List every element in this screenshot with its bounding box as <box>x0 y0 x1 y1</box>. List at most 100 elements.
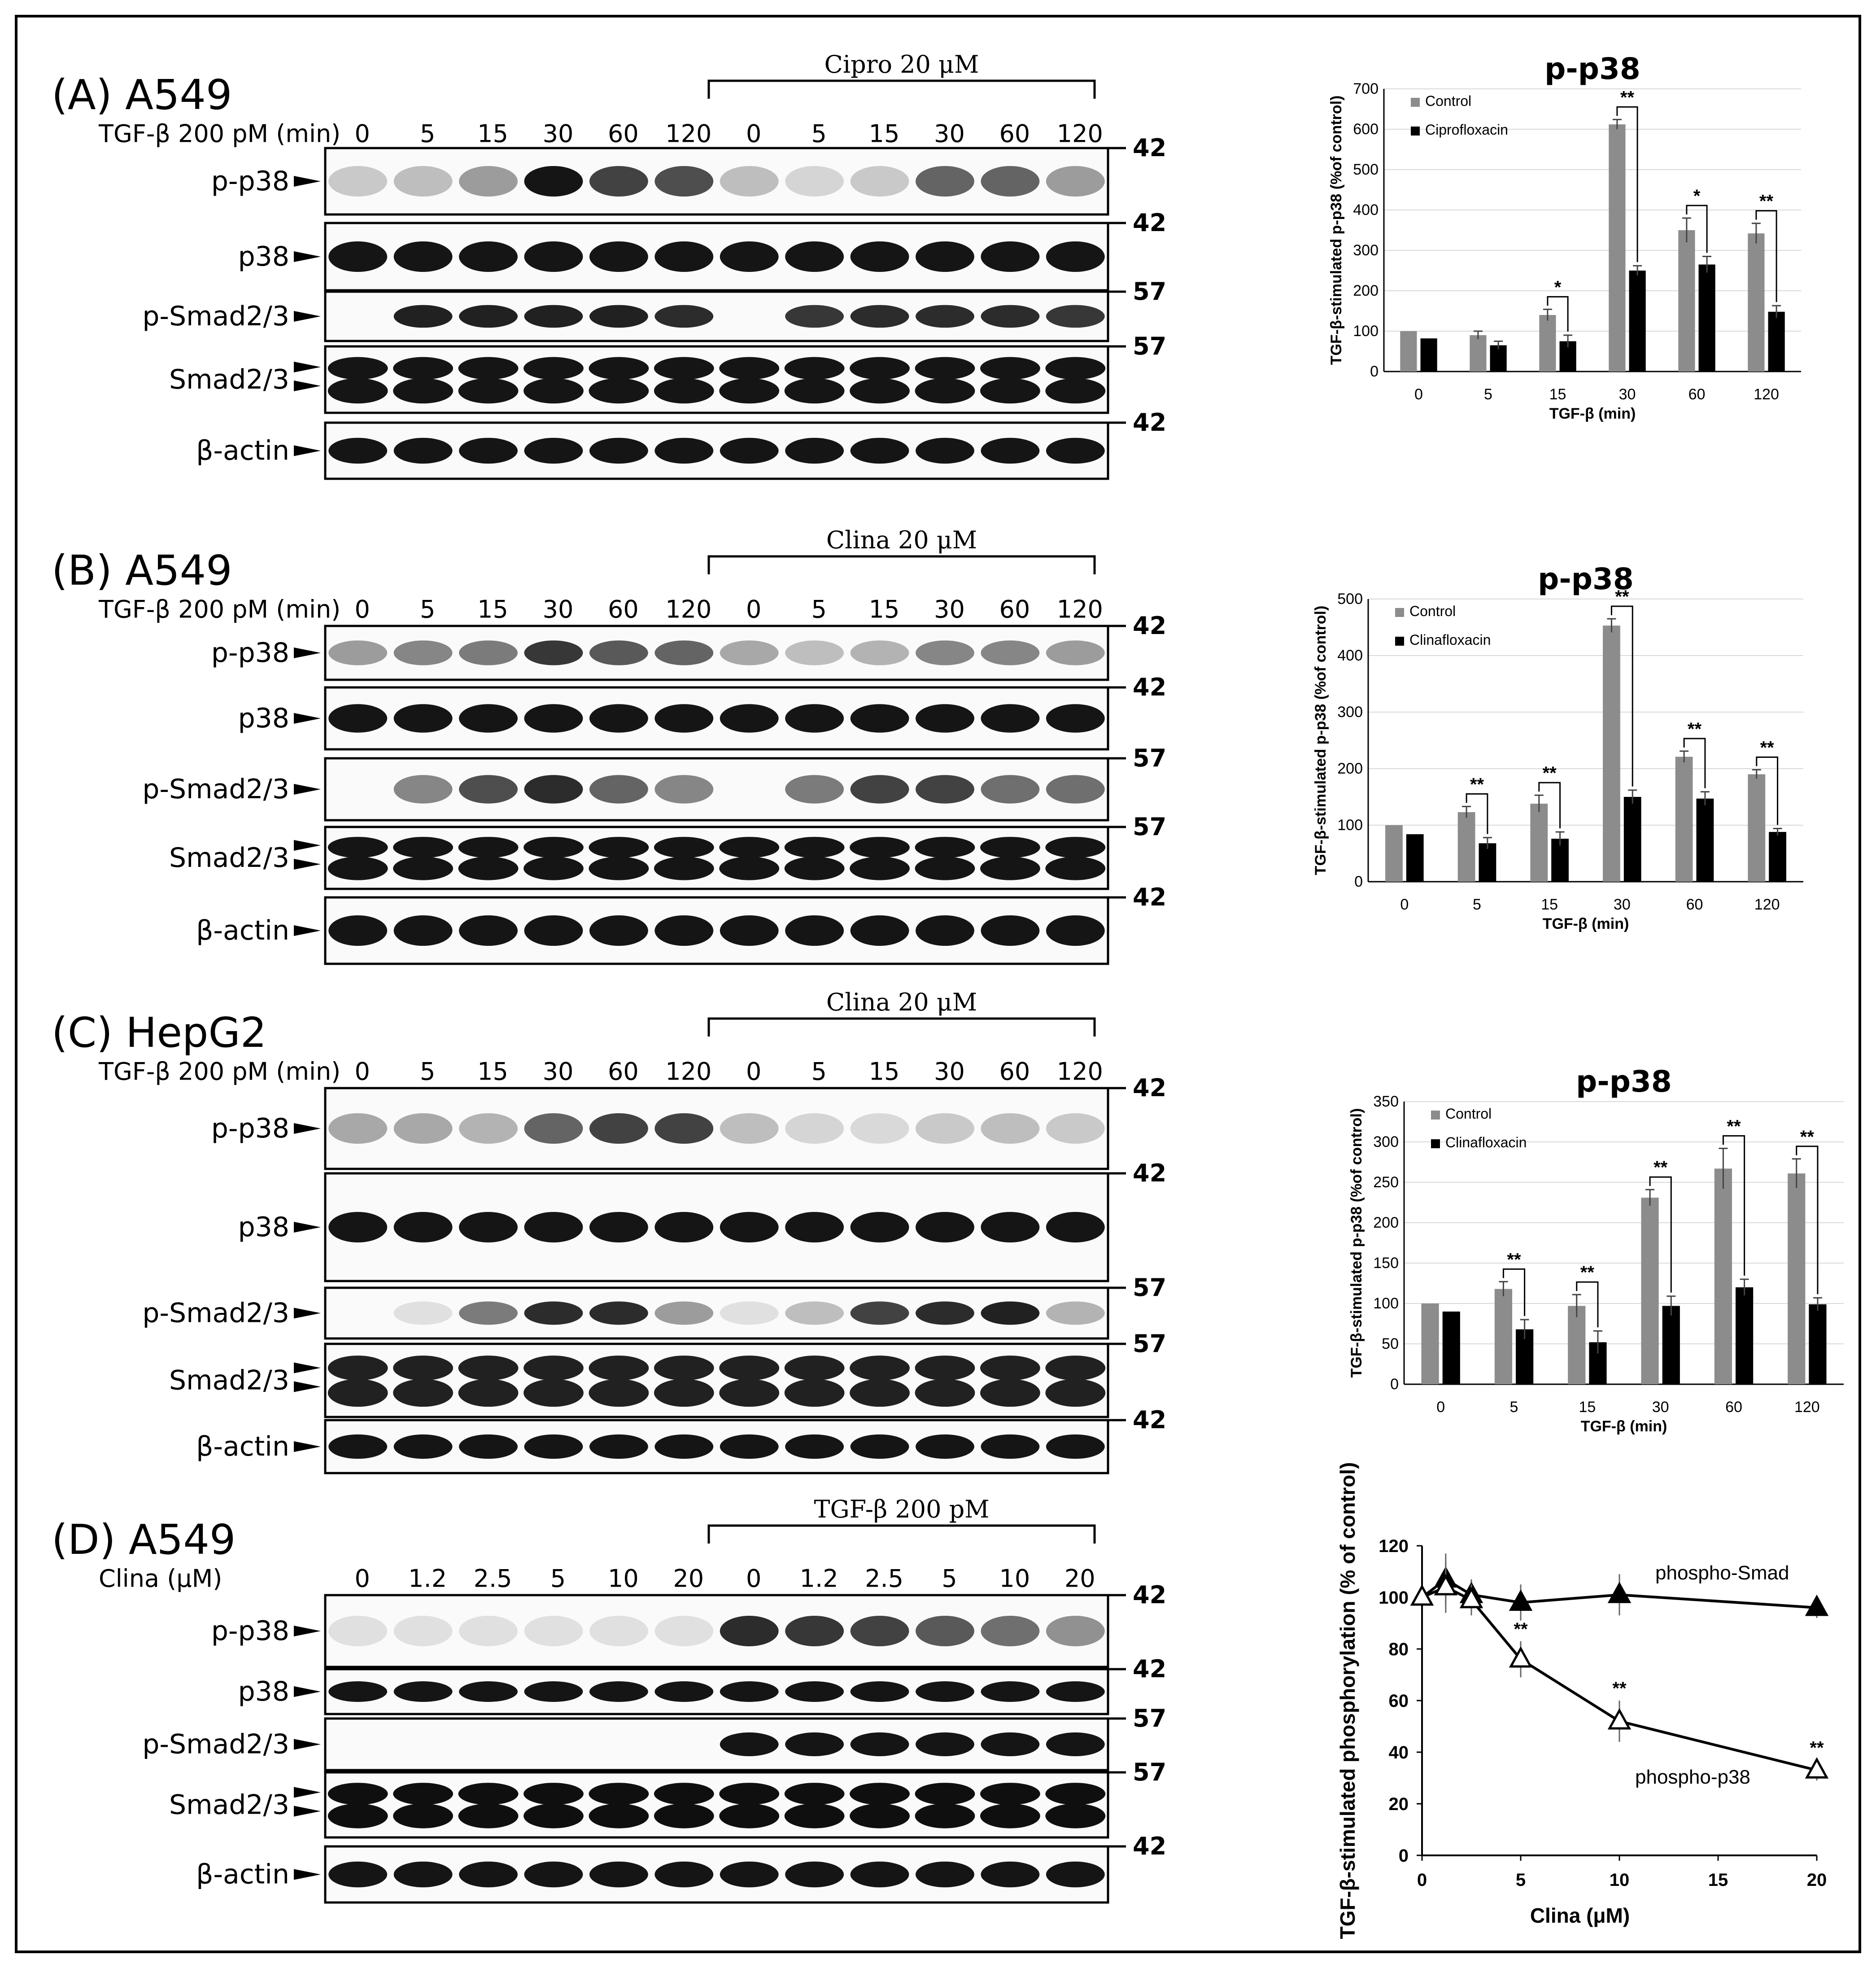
mw-marker: 42 <box>1133 883 1166 911</box>
lane-label: 15 <box>869 120 900 148</box>
blot-frame <box>324 1845 1109 1904</box>
bar <box>1494 1289 1512 1384</box>
band <box>589 1113 648 1144</box>
band <box>981 1616 1040 1646</box>
band <box>981 241 1040 272</box>
lane-label: 0 <box>746 1058 761 1086</box>
blot-frame <box>324 421 1109 480</box>
blot-frame <box>324 625 1109 681</box>
blot-row: p-Smad2/3 57 <box>142 277 1166 342</box>
significance-marker: ** <box>1688 719 1702 739</box>
band <box>524 437 583 464</box>
series-label: phospho-Smad <box>1655 1562 1789 1584</box>
band <box>981 1732 1040 1756</box>
data-point <box>1805 1594 1829 1616</box>
y-tick-label: 350 <box>1373 1093 1399 1110</box>
row-header: TGF-β 200 pM (min) <box>98 595 340 624</box>
mw-marker: 42 <box>1133 408 1166 437</box>
band <box>1045 357 1106 380</box>
lane-label: 0 <box>355 120 370 148</box>
bar <box>1568 1306 1586 1384</box>
blot-label: β-actin <box>196 1431 289 1462</box>
band <box>458 378 519 404</box>
band <box>393 1113 453 1144</box>
data-point <box>1607 1582 1632 1603</box>
band <box>589 1212 648 1242</box>
band <box>654 704 714 733</box>
band <box>459 775 518 804</box>
lane-label: 120 <box>1057 1058 1103 1086</box>
mw-marker: 42 <box>1133 209 1166 237</box>
arrow-marker <box>294 1626 321 1636</box>
band <box>589 704 648 733</box>
band <box>393 837 454 858</box>
band <box>458 1356 519 1381</box>
band <box>393 1861 453 1888</box>
band <box>916 1616 974 1646</box>
lane-label: 0 <box>355 595 370 624</box>
band <box>1046 1301 1105 1325</box>
significance-marker: ** <box>1727 1116 1741 1136</box>
band <box>589 241 648 272</box>
lane-label: 1.2 <box>800 1565 838 1593</box>
band <box>458 857 519 880</box>
lane-label: 5 <box>811 1058 826 1086</box>
band <box>785 1434 844 1459</box>
band <box>719 1379 780 1407</box>
band <box>980 837 1040 858</box>
band <box>654 857 714 880</box>
band <box>916 305 974 328</box>
lane-label: 2.5 <box>865 1565 903 1593</box>
bar <box>1530 804 1548 882</box>
x-tick-label: 30 <box>1652 1399 1669 1416</box>
significance-bracket <box>1796 1146 1819 1295</box>
band <box>850 357 910 380</box>
band <box>328 1681 388 1702</box>
mw-marker: 42 <box>1133 1655 1166 1683</box>
arrow-marker <box>294 311 321 322</box>
band <box>850 775 909 804</box>
band <box>459 704 518 733</box>
lane-label: 15 <box>477 595 508 624</box>
band <box>784 1379 845 1407</box>
band <box>327 857 388 880</box>
band <box>850 1681 909 1702</box>
arrow-marker <box>294 1739 321 1750</box>
x-tick-label: 5 <box>1510 1399 1518 1416</box>
x-tick-label: 0 <box>1400 896 1409 913</box>
chart-title: p-p38 <box>1538 562 1634 596</box>
lane-label: 20 <box>1065 1565 1095 1593</box>
blot-label: p-p38 <box>211 637 289 669</box>
band <box>1046 305 1105 328</box>
band <box>850 857 910 880</box>
bar <box>1490 345 1507 372</box>
arrow-marker <box>294 1806 321 1817</box>
bar <box>1470 335 1487 372</box>
significance-marker: ** <box>1760 738 1775 758</box>
band <box>589 1301 648 1325</box>
band <box>393 305 453 328</box>
band <box>328 915 388 946</box>
band <box>785 166 844 197</box>
band <box>850 166 909 197</box>
bar <box>1629 271 1646 372</box>
band <box>1046 1212 1105 1242</box>
band <box>850 437 909 464</box>
band <box>524 1379 584 1407</box>
band <box>785 1212 844 1242</box>
arrow-marker <box>294 362 321 372</box>
band <box>393 378 454 404</box>
legend-swatch <box>1431 1139 1440 1148</box>
band <box>915 837 975 858</box>
lane-label: 30 <box>934 120 965 148</box>
band <box>654 1616 714 1646</box>
blot-label: β-actin <box>196 915 289 946</box>
band <box>916 1434 974 1459</box>
blot-row: β-actin 42 <box>196 1832 1166 1904</box>
band <box>459 1681 518 1702</box>
band <box>1045 837 1106 858</box>
y-tick-label: 80 <box>1389 1640 1409 1659</box>
band <box>524 357 584 380</box>
band <box>393 357 454 380</box>
band <box>393 1681 453 1702</box>
